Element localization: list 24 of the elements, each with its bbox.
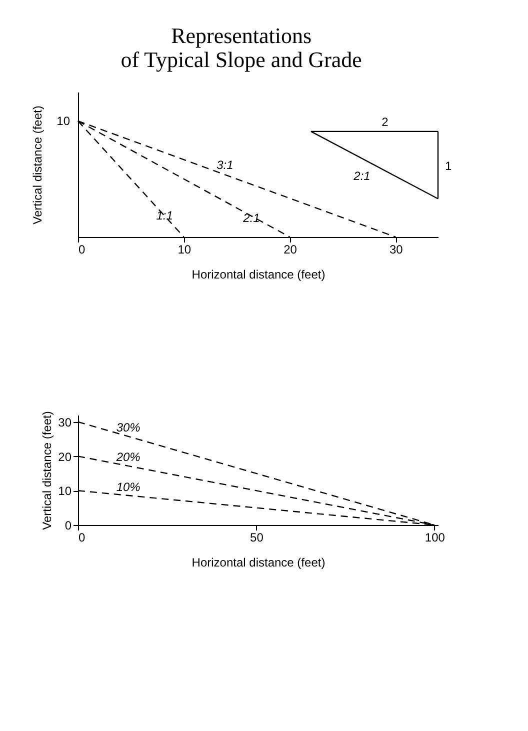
x-tick-label: 10 <box>178 242 192 256</box>
y-tick-label: 30 <box>58 415 72 430</box>
series-label: 3:1 <box>216 158 234 172</box>
text: 1 <box>445 159 452 173</box>
series-label: 1:1 <box>156 208 173 222</box>
y-axis-title: Vertical distance (feet) <box>40 411 54 530</box>
x-axis-title: Horizontal distance (feet) <box>192 556 326 570</box>
y-tick-label: 0 <box>64 518 72 532</box>
y-tick-label: 10 <box>58 484 72 498</box>
chart-title: Representations of Typical Slope and Grade <box>120 23 362 72</box>
series-label: 30% <box>116 420 141 434</box>
annotation: 2 <box>382 115 389 129</box>
y-tick-label: 20 <box>58 450 72 464</box>
annotation: 2:1 <box>352 169 370 183</box>
x-tick-label: 30 <box>389 242 404 256</box>
series-label: 10% <box>116 480 141 494</box>
y-axis-title: Vertical distance (feet) <box>30 106 44 224</box>
x-tick-label: 0 <box>78 530 86 544</box>
x-tick-label: 20 <box>284 242 298 256</box>
x-tick-label: 100 <box>424 530 446 544</box>
series-label: 20% <box>115 450 141 464</box>
x-tick-label: 50 <box>250 530 264 544</box>
x-axis-title: Horizontal distance (feet) <box>192 268 326 282</box>
x-tick-label: 0 <box>78 242 86 256</box>
